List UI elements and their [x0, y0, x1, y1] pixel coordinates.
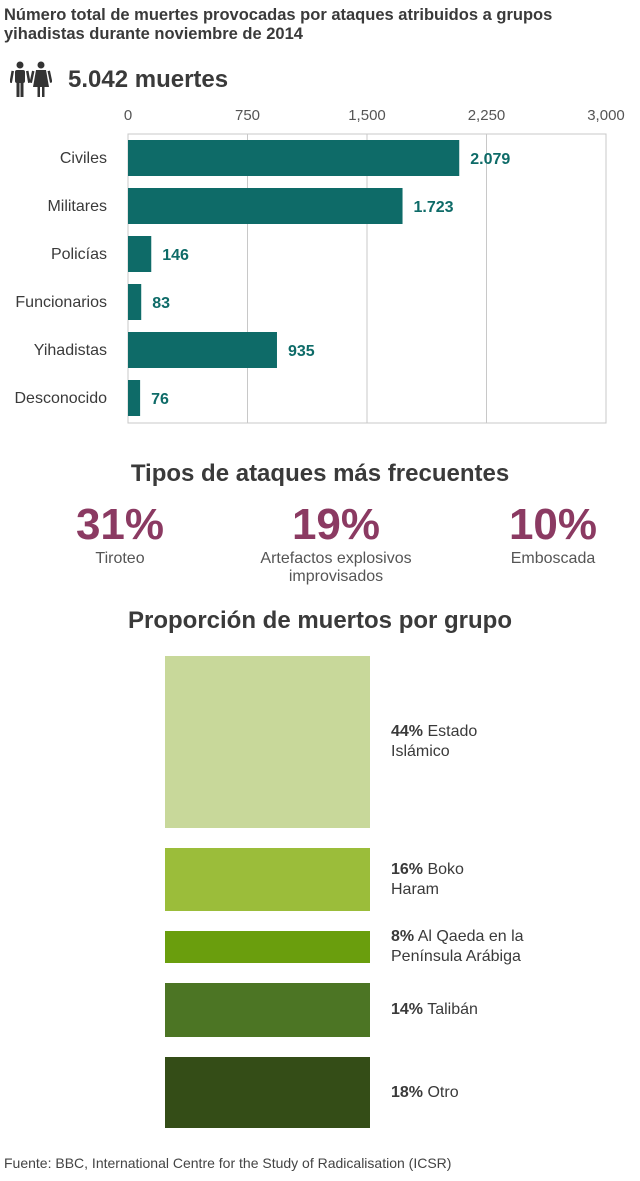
x-tick-label: 2,250	[468, 107, 506, 124]
group-label: 8% Al Qaeda en la Península Arábiga	[391, 927, 524, 965]
stat-ied: 19% Artefactos explosivos improvisados	[216, 500, 456, 586]
group-label: 14% Talibán	[391, 1001, 478, 1018]
group-percent: 16%	[391, 860, 424, 878]
chart-title: Número total de muertes provocadas por a…	[4, 6, 553, 43]
attack-types-title: Tipos de ataques más frecuentes	[130, 460, 510, 487]
category-label: Funcionarios	[15, 294, 107, 311]
stat-shooting: 31% Tiroteo	[40, 500, 200, 568]
bar	[128, 188, 403, 224]
group-block	[165, 982, 370, 1038]
source-note: Fuente: BBC, International Centre for th…	[4, 1155, 452, 1171]
stat-ambush-label: Emboscada	[510, 550, 596, 567]
x-tick-label: 1,500	[348, 107, 386, 124]
group-percent: 14%	[391, 1001, 424, 1018]
stat-ambush: 10% Emboscada	[478, 500, 628, 568]
group-percent: 8%	[391, 927, 415, 945]
value-label: 146	[162, 247, 189, 264]
bar	[128, 332, 277, 368]
bar	[128, 236, 152, 272]
category-label: Militares	[47, 198, 107, 215]
value-label: 935	[288, 343, 315, 360]
group-label: 16% Boko Haram	[391, 860, 464, 898]
group-percent: 18%	[391, 1083, 424, 1101]
group-block	[165, 848, 370, 912]
category-label: Yihadistas	[34, 342, 107, 359]
group-block	[165, 931, 370, 963]
value-label: 76	[151, 391, 169, 408]
stat-shooting-label: Tiroteo	[95, 550, 145, 567]
stat-ied-label-line1: Artefactos explosivos	[260, 550, 412, 567]
stat-ambush-value: 10%	[508, 500, 598, 549]
bar	[128, 284, 142, 320]
group-block	[165, 1057, 370, 1128]
stat-ied-value: 19%	[291, 500, 381, 549]
x-tick-label: 750	[235, 107, 260, 124]
group-share-title: Proporción de muertos por grupo	[127, 607, 512, 634]
stat-ied-label-line2: improvisados	[288, 568, 384, 585]
category-label: Policías	[51, 246, 107, 263]
x-tick-label: 0	[124, 107, 132, 124]
value-label: 2.079	[470, 151, 510, 168]
total-deaths: 5.042 muertes	[10, 60, 228, 100]
group-label: 18% Otro	[391, 1083, 459, 1101]
bar	[128, 140, 460, 176]
stat-shooting-value: 31%	[75, 500, 165, 549]
deaths-by-category-chart: 0 750 1,500 2,250 3,000 Civiles 2.079 Militares…	[15, 107, 625, 424]
group-block	[165, 656, 370, 829]
bar	[128, 380, 141, 416]
group-percent: 44%	[391, 723, 424, 741]
category-label: Civiles	[60, 150, 107, 167]
x-tick-label: 3,000	[587, 107, 625, 124]
category-label: Desconocido	[15, 390, 108, 407]
value-label: 1.723	[414, 199, 454, 216]
people-icon	[10, 61, 52, 97]
total-deaths-value: 5.042 muertes	[68, 66, 229, 93]
group-label: 44% Estado Islámico	[391, 723, 478, 761]
value-label: 83	[152, 295, 170, 312]
